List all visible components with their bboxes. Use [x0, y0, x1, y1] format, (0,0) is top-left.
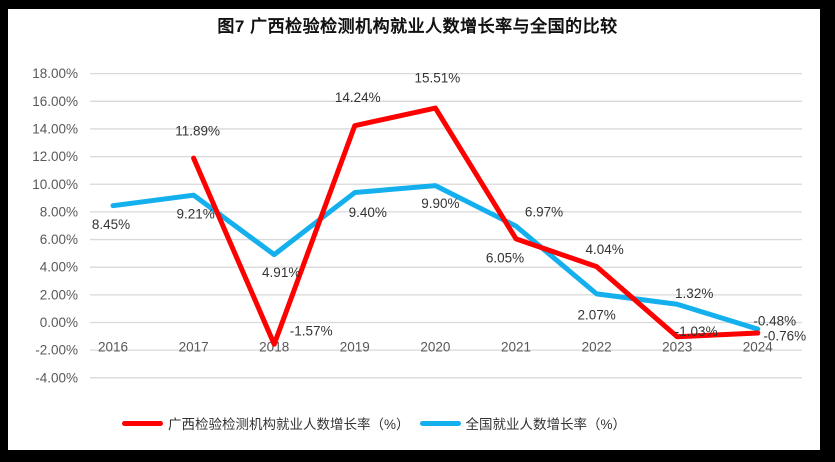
y-tick-label: 16.00%: [32, 94, 78, 109]
legend-label-guangxi: 广西检验检测机构就业人数增长率（%）: [168, 417, 410, 432]
data-label-national: 6.97%: [525, 205, 563, 220]
y-tick-label: -2.00%: [35, 343, 78, 358]
y-tick-label: 8.00%: [40, 204, 78, 219]
data-label-guangxi: -1.03%: [675, 324, 718, 339]
legend-line-blue-icon: [419, 420, 461, 426]
legend-item-national: 全国就业人数增长率（%）: [419, 413, 627, 433]
x-tick-label: 2018: [259, 340, 289, 355]
data-label-national: 2.07%: [577, 307, 615, 322]
y-tick-label: 18.00%: [32, 66, 78, 81]
x-tick-label: 2019: [340, 340, 370, 355]
series-line-guangxi: [191, 105, 761, 347]
y-tick-label: 10.00%: [32, 177, 78, 192]
data-label-national: 8.45%: [92, 217, 130, 232]
y-tick-label: 6.00%: [40, 232, 78, 247]
data-label-guangxi: -0.76%: [763, 329, 806, 344]
y-tick-label: 4.00%: [40, 260, 78, 275]
y-tick-label: 14.00%: [32, 121, 78, 136]
y-tick-label: 2.00%: [40, 287, 78, 302]
chart-title: 图7 广西检验检测机构就业人数增长率与全国的比较: [217, 17, 618, 36]
data-label-guangxi: -1.57%: [290, 324, 333, 339]
data-label-guangxi: 6.05%: [486, 250, 524, 265]
chart-legend: 广西检验检测机构就业人数增长率（%） 全国就业人数增长率（%）: [122, 413, 626, 433]
legend-line-red-icon: [122, 420, 163, 426]
data-label-national: -0.48%: [753, 314, 796, 329]
x-tick-label: 2023: [662, 340, 692, 355]
data-label-national: 9.21%: [176, 207, 214, 222]
data-label-national: 9.40%: [349, 205, 387, 220]
x-tick-label: 2024: [743, 340, 774, 355]
x-tick-label: 2017: [179, 340, 209, 355]
y-tick-label: 12.00%: [32, 149, 78, 164]
data-label-national: 1.32%: [675, 286, 713, 301]
x-tick-label: 2022: [582, 340, 612, 355]
data-label-guangxi: 15.51%: [415, 71, 461, 86]
data-label-guangxi: 14.24%: [335, 90, 381, 105]
data-label-guangxi: 4.04%: [585, 242, 623, 257]
data-label-national: 4.91%: [262, 265, 300, 280]
legend-item-guangxi: 广西检验检测机构就业人数增长率（%）: [122, 413, 410, 433]
x-tick-label: 2016: [98, 340, 128, 355]
y-tick-label: -4.00%: [35, 370, 78, 385]
data-label-national: 9.90%: [421, 196, 459, 211]
data-label-guangxi: 11.89%: [175, 124, 220, 139]
x-tick-label: 2020: [420, 340, 450, 355]
legend-label-national: 全国就业人数增长率（%）: [465, 417, 627, 432]
x-tick-label: 2021: [501, 340, 531, 355]
y-tick-label: 0.00%: [40, 315, 78, 330]
